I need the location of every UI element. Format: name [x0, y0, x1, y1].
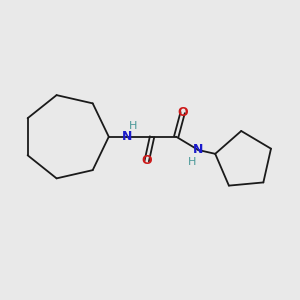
Text: N: N	[193, 143, 203, 157]
Text: N: N	[122, 130, 132, 143]
Text: H: H	[188, 157, 196, 167]
Text: O: O	[177, 106, 188, 119]
Text: H: H	[129, 121, 138, 130]
Text: O: O	[141, 154, 152, 167]
